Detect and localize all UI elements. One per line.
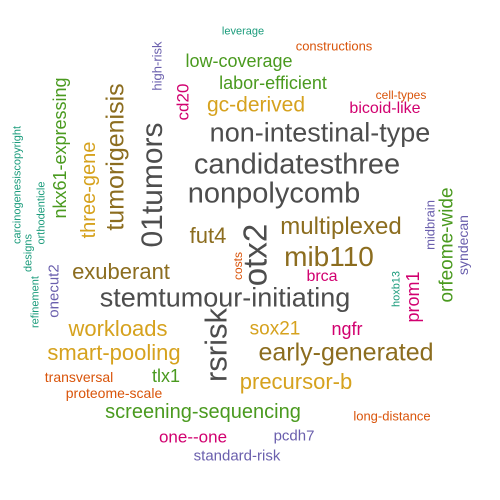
word-three-gene: three-gene (78, 141, 100, 239)
word-bicoid-like: bicoid-like (349, 100, 421, 117)
word-designs: designs (22, 234, 35, 272)
word-screening-sequencing: screening-sequencing (105, 401, 301, 423)
word-multiplexed: multiplexed (280, 213, 402, 240)
word-stemtumour-initiating: stemtumour-initiating (99, 282, 351, 313)
word-leverage: leverage (221, 25, 265, 38)
word-nkx61-expressing: nkx61-expressing (50, 77, 70, 219)
word-orfeome-wide: orfeome-wide (436, 187, 458, 303)
word-midbrain: midbrain (422, 200, 438, 250)
word-carcinogenesiscopyright: carcinogenesiscopyright (11, 125, 24, 245)
word-candidatesthree: candidatesthree (193, 148, 401, 181)
word-onecut2: onecut2 (45, 264, 63, 318)
word-non-intestinal-type: non-intestinal-type (209, 117, 431, 148)
word-labor-efficient: labor-efficient (219, 73, 327, 93)
word-long-distance: long-distance (353, 408, 431, 424)
word-mib110: mib110 (284, 241, 374, 272)
word-01tumors: 01tumors (136, 122, 169, 248)
word-precursor-b: precursor-b (239, 369, 353, 394)
word-gc-derived: gc-derived (206, 93, 306, 117)
word-nonpolycomb: nonpolycomb (187, 177, 361, 210)
word-orthodenticle: orthodenticle (35, 181, 48, 245)
word-syndecan: syndecan (455, 215, 471, 275)
word-proteome-scale: proteome-scale (65, 385, 163, 401)
word-prom1: prom1 (403, 271, 423, 323)
word-hoxb13: hoxb13 (390, 270, 403, 308)
word-costs: costs (231, 251, 245, 281)
word-tumorigenisis: tumorigenisis (101, 83, 130, 231)
word-exuberant: exuberant (72, 259, 170, 284)
word-constructions: constructions (295, 38, 373, 54)
word-brca: brca (306, 268, 338, 285)
word-sox21: sox21 (249, 318, 301, 340)
word-pcdh7: pcdh7 (273, 427, 315, 445)
word-fut4: fut4 (189, 223, 227, 248)
word-one--one: one--one (158, 427, 228, 447)
word-low-coverage: low-coverage (185, 51, 293, 71)
word-standard-risk: standard-risk (193, 447, 281, 465)
word-early-generated: early-generated (258, 338, 434, 367)
word-rsrisk: rsrisk (198, 307, 234, 383)
word-refinement: refinement (29, 276, 42, 328)
word-cell-types: cell-types (375, 88, 427, 102)
word-transversal: transversal (44, 369, 114, 385)
word-high-risk: high-risk (149, 41, 165, 91)
word-smart-pooling: smart-pooling (47, 340, 181, 365)
word-workloads: workloads (68, 316, 168, 341)
word-tlx1: tlx1 (151, 366, 181, 386)
word-cd20: cd20 (173, 83, 193, 121)
word-ngfr: ngfr (331, 319, 363, 339)
